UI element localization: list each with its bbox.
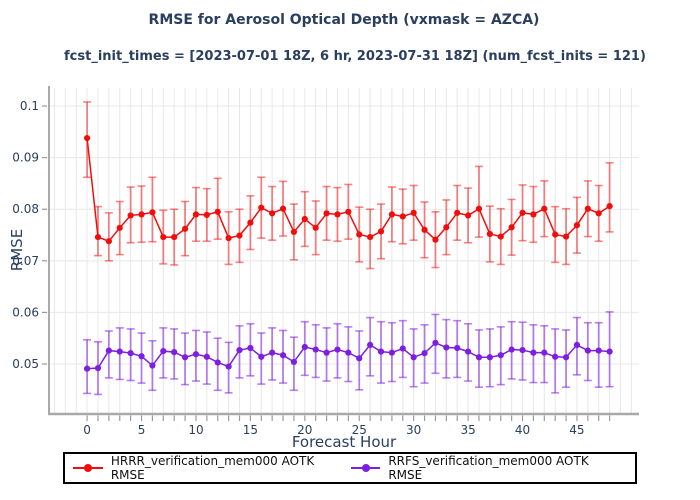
- series-rrfs-errorbars: [83, 311, 614, 396]
- legend-item-rrfs[interactable]: RRFS_verification_mem000 AOTK RMSE: [350, 454, 625, 482]
- chart-subtitle: fcst_init_times = [2023-07-01 18Z, 6 hr,…: [64, 49, 646, 64]
- rrfs-line-marker-icon: [350, 464, 381, 472]
- legend-label-hrrr: HRRR_verification_mem000 AOTK RMSE: [110, 454, 315, 482]
- x-tick-label: 20: [297, 423, 312, 437]
- y-tick-label: 0.08: [12, 202, 39, 216]
- y-tick-label: 0.05: [12, 357, 39, 371]
- y-tick-label: 0.07: [12, 254, 39, 268]
- x-tick-label: 10: [188, 423, 203, 437]
- x-axis-label: Forecast Hour: [291, 433, 397, 451]
- legend: HRRR_verification_mem000 AOTK RMSE RRFS_…: [63, 452, 637, 484]
- y-tick-label: 0.06: [12, 305, 39, 319]
- x-tick-label: 15: [243, 423, 258, 437]
- x-tick-label: 35: [460, 423, 475, 437]
- series-hrrr-markers: [83, 134, 613, 245]
- y-tick-label: 0.1: [20, 99, 39, 113]
- series-rrfs-markers: [83, 339, 613, 372]
- x-tick-label: 5: [138, 423, 146, 437]
- gridlines: [49, 88, 639, 413]
- y-tick-label: 0.09: [12, 151, 39, 165]
- axes: 0 5 10 15 20 25 30 35 40 45 0.05 0.06 0.07 0.08 0.09 0.…: [12, 86, 639, 437]
- y-axis-label: RMSE: [8, 228, 26, 272]
- x-tick-label: 0: [83, 423, 91, 437]
- hrrr-line-marker-icon: [73, 464, 103, 472]
- x-tick-label: 30: [406, 423, 421, 437]
- x-tick-label: 25: [352, 423, 367, 437]
- x-tick-label: 40: [515, 423, 530, 437]
- x-tick-label: 45: [569, 423, 584, 437]
- chart-title: RMSE for Aerosol Optical Depth (vxmask =…: [148, 12, 540, 28]
- legend-label-rrfs: RRFS_verification_mem000 AOTK RMSE: [388, 454, 589, 482]
- legend-item-hrrr[interactable]: HRRR_verification_mem000 AOTK RMSE: [73, 454, 351, 482]
